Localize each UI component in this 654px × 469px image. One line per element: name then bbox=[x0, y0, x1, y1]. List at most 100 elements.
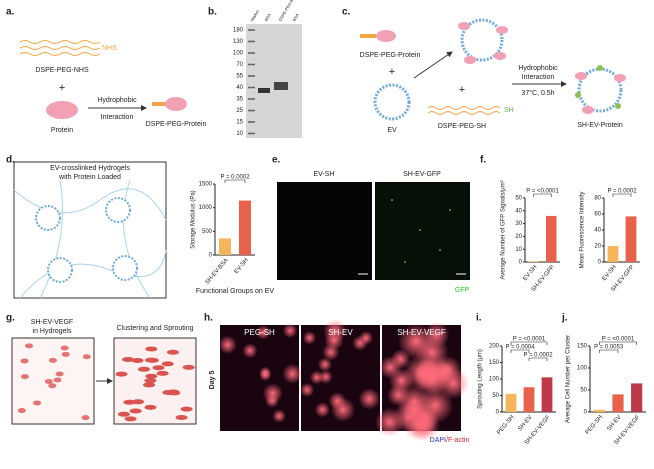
ev-label: EV bbox=[387, 127, 397, 134]
image-title: SH-EV-GFP bbox=[403, 171, 441, 178]
image-title: PEG-SH bbox=[244, 328, 275, 337]
plus: + bbox=[459, 84, 465, 96]
y-tick-label: 100 bbox=[577, 366, 588, 372]
y-tick-label: 50 bbox=[515, 196, 522, 202]
cell bbox=[175, 415, 188, 421]
arrow bbox=[413, 51, 453, 79]
cell-cluster bbox=[403, 398, 426, 422]
cell bbox=[156, 370, 169, 376]
arrow-text: Hydrophobic bbox=[518, 65, 558, 72]
panel-label: c. bbox=[342, 7, 351, 18]
cell bbox=[53, 377, 62, 383]
bar bbox=[523, 387, 535, 412]
cell bbox=[48, 357, 57, 363]
bar bbox=[631, 383, 643, 412]
channel-label: GFP bbox=[455, 287, 470, 294]
protein-label: Protein bbox=[51, 127, 73, 134]
gel-band bbox=[258, 88, 270, 93]
cell bbox=[20, 374, 29, 380]
bar bbox=[505, 393, 517, 412]
cell-cluster bbox=[415, 335, 449, 370]
y-tick-label: 200 bbox=[489, 344, 500, 350]
significance-bracket bbox=[528, 357, 548, 361]
panel-label: j. bbox=[561, 313, 568, 324]
x-tick-label: SH-EV bbox=[606, 414, 622, 432]
micrograph bbox=[375, 182, 470, 280]
product-label: SH-EV-Protein bbox=[577, 122, 623, 129]
ladder-band bbox=[248, 86, 255, 89]
panel-label: e. bbox=[272, 155, 281, 166]
cell-cluster bbox=[378, 355, 402, 379]
cell-cluster bbox=[218, 335, 237, 355]
p-value: P = 0.0053 bbox=[594, 345, 624, 351]
schematic-title: EV-crosslinked Hydrogels bbox=[50, 165, 130, 172]
bar bbox=[219, 238, 231, 255]
plus: + bbox=[59, 82, 65, 94]
y-axis-label: Sprouting Length (μm) bbox=[478, 349, 484, 409]
bar bbox=[541, 377, 553, 412]
bar bbox=[612, 394, 624, 412]
product-icon bbox=[152, 102, 166, 106]
cell bbox=[115, 371, 128, 377]
schematic-title: in Hydrogels bbox=[33, 328, 72, 335]
protein-icon bbox=[46, 101, 78, 119]
ladder-label: 180 bbox=[233, 28, 244, 34]
cell bbox=[182, 364, 195, 370]
x-tick-label: SH-EV-BSA bbox=[205, 257, 230, 285]
y-tick-label: 40 bbox=[515, 208, 522, 214]
cell bbox=[166, 349, 179, 355]
ladder-label: 40 bbox=[236, 85, 243, 91]
y-axis-label: Average Cell Number per Cluster bbox=[566, 335, 572, 423]
cell bbox=[161, 361, 174, 367]
group-label: NHS bbox=[102, 45, 117, 52]
x-tick-label: PEG-SH bbox=[585, 414, 604, 435]
protein-icons bbox=[458, 22, 508, 64]
y-tick-label: 50 bbox=[580, 388, 587, 394]
ladder-band bbox=[248, 40, 255, 43]
y-tick-label: 100 bbox=[489, 377, 500, 383]
cell bbox=[152, 365, 165, 371]
cell bbox=[44, 378, 53, 384]
y-tick-label: 20 bbox=[594, 244, 601, 250]
protein-icons bbox=[575, 65, 626, 114]
x-tick-label: SH-EV bbox=[517, 414, 533, 432]
ev-icon bbox=[373, 83, 411, 121]
y-tick-label: 150 bbox=[577, 344, 588, 350]
cell bbox=[145, 346, 158, 352]
bar bbox=[607, 246, 619, 262]
y-tick-label: 0 bbox=[496, 410, 500, 416]
ladder-label: 15 bbox=[236, 120, 243, 126]
cell-cluster bbox=[318, 369, 333, 384]
arrow-text: Interaction bbox=[522, 74, 555, 81]
ladder-label: 130 bbox=[233, 39, 244, 45]
bar bbox=[528, 261, 539, 262]
ladder-band bbox=[248, 52, 255, 54]
ladder-label: 35 bbox=[236, 97, 243, 103]
cell bbox=[81, 415, 90, 421]
network bbox=[13, 179, 167, 299]
schematic-title: with Protein Loaded bbox=[58, 174, 121, 181]
cell-cluster bbox=[302, 331, 317, 345]
cell bbox=[20, 358, 29, 364]
stain-label: /F-actin bbox=[446, 437, 469, 444]
cell bbox=[132, 399, 145, 405]
cell-cluster bbox=[358, 388, 381, 410]
cell bbox=[143, 382, 156, 388]
plus: + bbox=[389, 66, 395, 78]
ladder-band bbox=[248, 63, 255, 66]
image-title: EV-SH bbox=[313, 171, 334, 178]
significance-bracket bbox=[599, 349, 619, 353]
ladder-label: 10 bbox=[236, 131, 243, 137]
y-tick-label: 1000 bbox=[199, 205, 213, 211]
significance-bracket bbox=[224, 179, 246, 183]
bar bbox=[625, 216, 637, 262]
x-axis-label: Functional Groups on EV bbox=[196, 288, 275, 295]
cell bbox=[138, 366, 151, 372]
bar bbox=[239, 200, 251, 255]
x-tick-label: PEG-SH bbox=[496, 414, 515, 435]
panel-label: b. bbox=[208, 7, 217, 18]
reagent-label: DSPE-PEG-NHS bbox=[35, 67, 89, 74]
panel-label: g. bbox=[6, 313, 15, 324]
ladder-label: 70 bbox=[236, 62, 243, 68]
